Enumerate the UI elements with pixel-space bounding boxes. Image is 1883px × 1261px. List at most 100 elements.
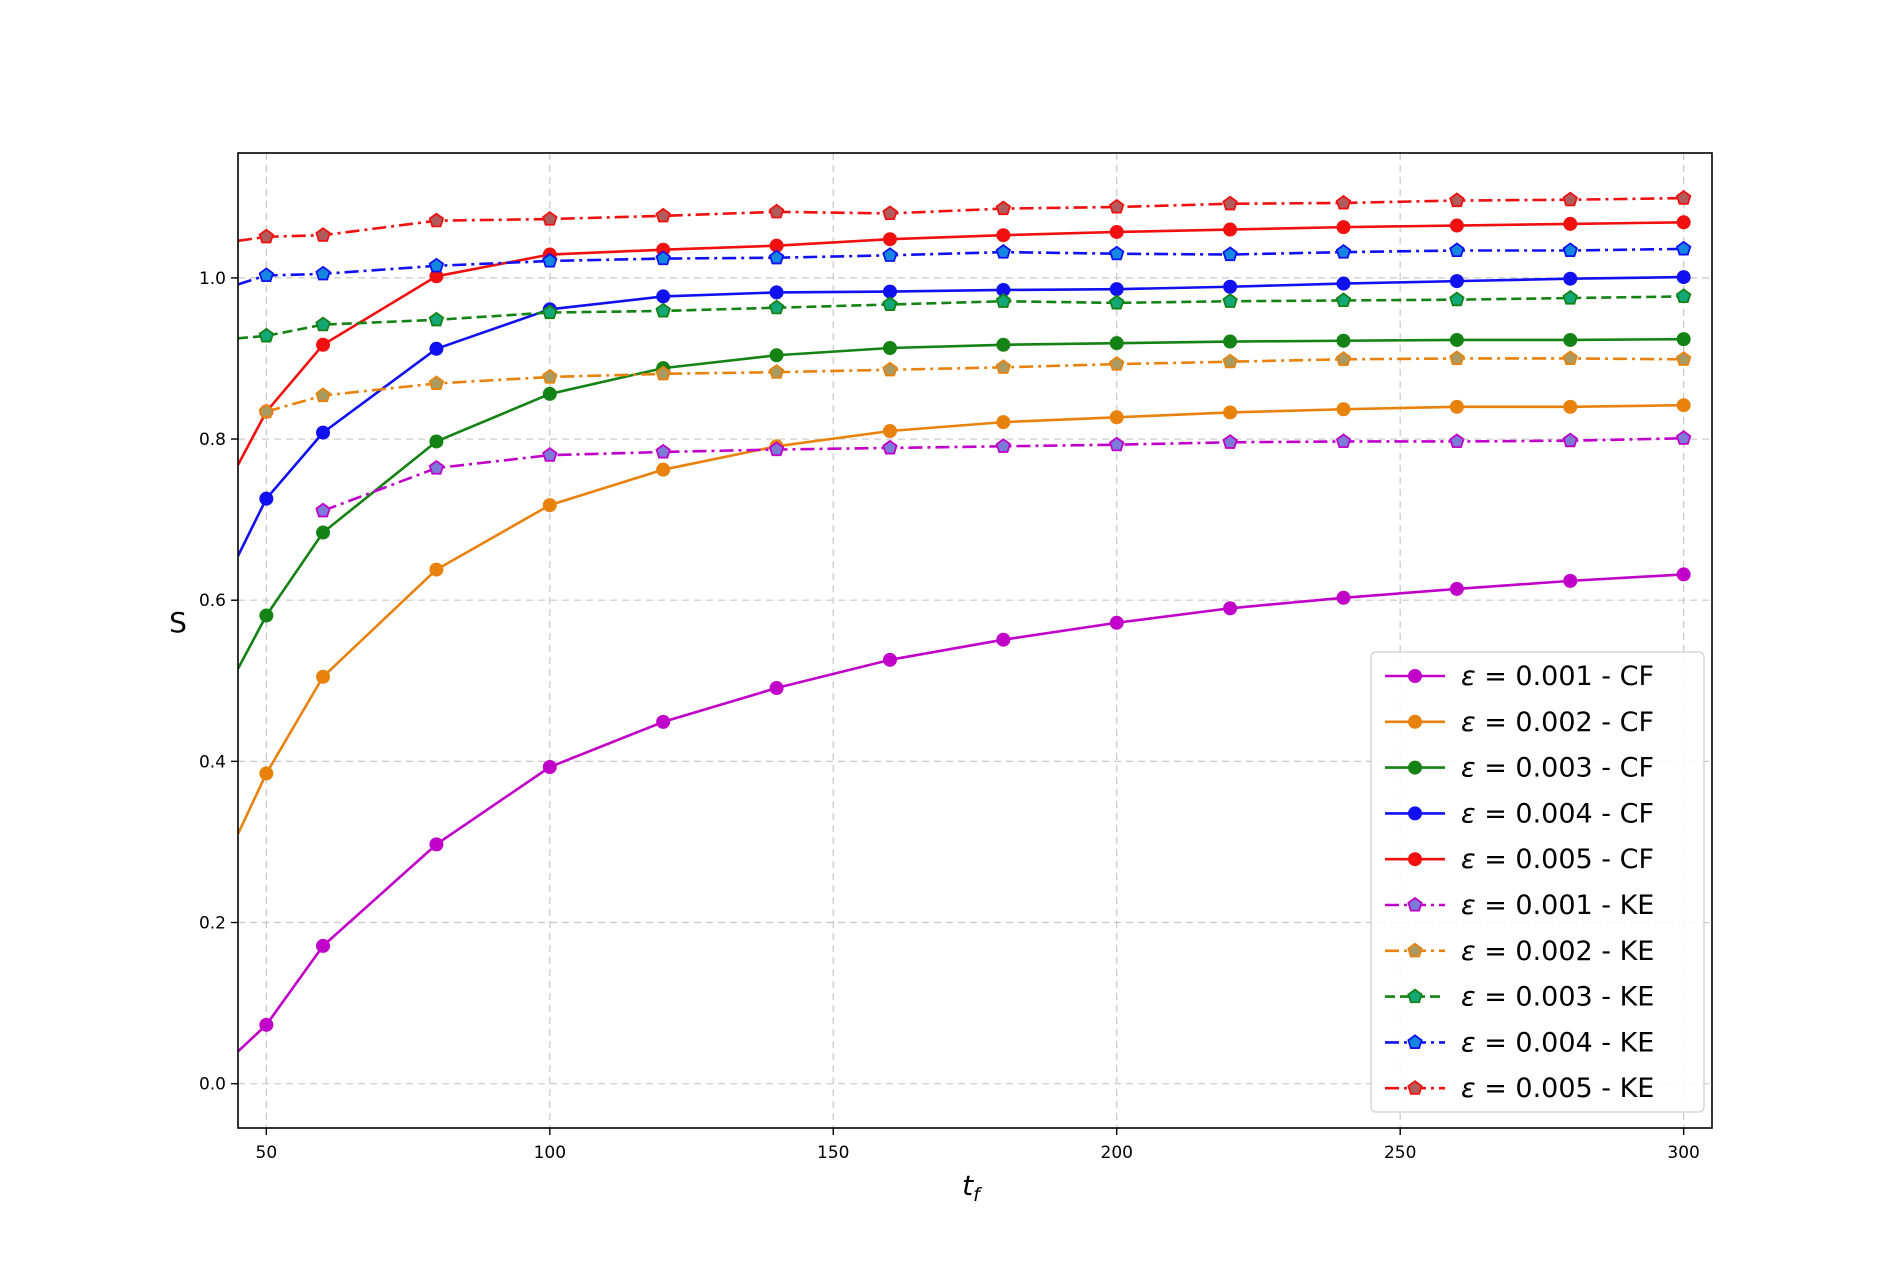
legend-item: ε = 0.003 - CF	[1385, 753, 1654, 784]
legend: ε = 0.001 - CF ε = 0.002 - CF ε = 0.003 - …	[1370, 651, 1705, 1113]
legend-label: ε = 0.002 - KE	[1461, 936, 1654, 967]
data-point	[655, 443, 671, 459]
data-point	[259, 608, 274, 623]
data-point	[1109, 336, 1124, 351]
data-point	[882, 439, 898, 455]
data-point	[1223, 601, 1238, 616]
data-point	[882, 361, 898, 377]
series-0.005-ke	[238, 190, 1692, 244]
y-tick-label: 0.2	[199, 914, 226, 934]
legend-label: ε = 0.005 - KE	[1461, 1073, 1654, 1104]
data-point	[1109, 436, 1125, 452]
data-point	[1222, 353, 1238, 369]
data-point	[1449, 433, 1465, 449]
data-point	[542, 252, 558, 268]
data-point	[995, 438, 1012, 453]
legend-marker-swatch	[1408, 760, 1422, 775]
data-point	[768, 299, 785, 315]
data-point	[882, 247, 898, 262]
data-point	[1563, 399, 1578, 414]
data-point	[769, 285, 784, 300]
data-point	[1449, 218, 1464, 233]
data-point	[428, 311, 445, 327]
data-point	[1109, 224, 1124, 239]
data-point	[996, 228, 1011, 243]
data-point	[768, 441, 785, 457]
data-point	[656, 289, 671, 304]
y-tick-label: 0.8	[199, 430, 226, 450]
data-point	[1222, 195, 1238, 211]
data-point	[768, 249, 785, 265]
legend-label: ε = 0.003 - KE	[1461, 982, 1654, 1013]
data-point	[656, 462, 671, 477]
data-point	[428, 257, 445, 273]
data-point	[1676, 270, 1691, 285]
data-point	[655, 302, 671, 318]
data-point	[882, 232, 897, 247]
data-point	[1449, 350, 1465, 366]
legend-item: ε = 0.005 - KE	[1385, 1073, 1654, 1104]
data-point	[1109, 615, 1124, 630]
series-0.001-ke	[315, 430, 1692, 518]
data-point	[1563, 332, 1578, 347]
series-group	[238, 190, 1692, 1053]
data-point	[1335, 351, 1352, 366]
data-point	[882, 341, 897, 355]
data-point	[1336, 402, 1351, 417]
data-point	[1676, 398, 1691, 413]
data-point	[542, 304, 558, 320]
legend-label: ε = 0.003 - CF	[1461, 753, 1654, 784]
legend-label: ε = 0.001 - CF	[1461, 661, 1654, 692]
plot-frame	[237, 152, 1713, 1129]
data-point	[1676, 567, 1691, 582]
data-point	[316, 337, 331, 352]
data-point	[1676, 332, 1691, 347]
data-point	[1336, 220, 1351, 235]
data-point	[315, 387, 331, 403]
data-point	[258, 267, 275, 283]
data-point	[769, 348, 784, 363]
y-tick-label: 0.4	[199, 752, 226, 772]
data-point	[1675, 240, 1692, 256]
x-tick-label: 250	[1384, 1143, 1416, 1163]
data-point	[259, 766, 274, 781]
data-point	[316, 425, 331, 440]
data-point	[1675, 351, 1692, 366]
data-point	[1563, 573, 1578, 588]
series-0.004-cf	[238, 270, 1691, 557]
series-0.001-cf	[238, 567, 1691, 1053]
data-point	[1336, 333, 1351, 348]
data-point	[995, 200, 1012, 216]
data-point	[1335, 433, 1352, 449]
data-point	[996, 415, 1011, 430]
data-point	[428, 212, 445, 228]
data-point	[996, 632, 1011, 647]
series-0.004-ke	[238, 240, 1692, 286]
data-point	[542, 386, 557, 401]
series-0.003-ke	[238, 288, 1692, 343]
legend-marker-swatch	[1407, 942, 1423, 958]
data-point	[1449, 291, 1465, 307]
data-point	[1222, 434, 1238, 449]
data-point	[769, 681, 784, 696]
data-point	[656, 714, 671, 729]
data-point	[1335, 194, 1352, 210]
grid	[238, 153, 1712, 1128]
data-point	[258, 327, 275, 343]
data-point	[1223, 405, 1238, 420]
data-point	[995, 243, 1012, 259]
ticks: 50 100 150 200 250 300 0.0 0.2 0.4 0.6 0.8 1.0	[199, 269, 1700, 1163]
x-axis-label: tf	[962, 1169, 983, 1206]
legend-box	[1370, 651, 1705, 1113]
data-point	[428, 375, 445, 391]
data-point	[542, 210, 558, 226]
legend-label: ε = 0.004 - KE	[1461, 1027, 1654, 1058]
series-0.003-cf	[238, 332, 1691, 670]
data-point	[1449, 332, 1464, 347]
legend-item: ε = 0.004 - CF	[1385, 798, 1654, 829]
legend-marker-swatch	[1407, 896, 1423, 912]
data-point	[315, 316, 331, 332]
data-point	[258, 228, 275, 244]
data-point	[1563, 271, 1578, 286]
